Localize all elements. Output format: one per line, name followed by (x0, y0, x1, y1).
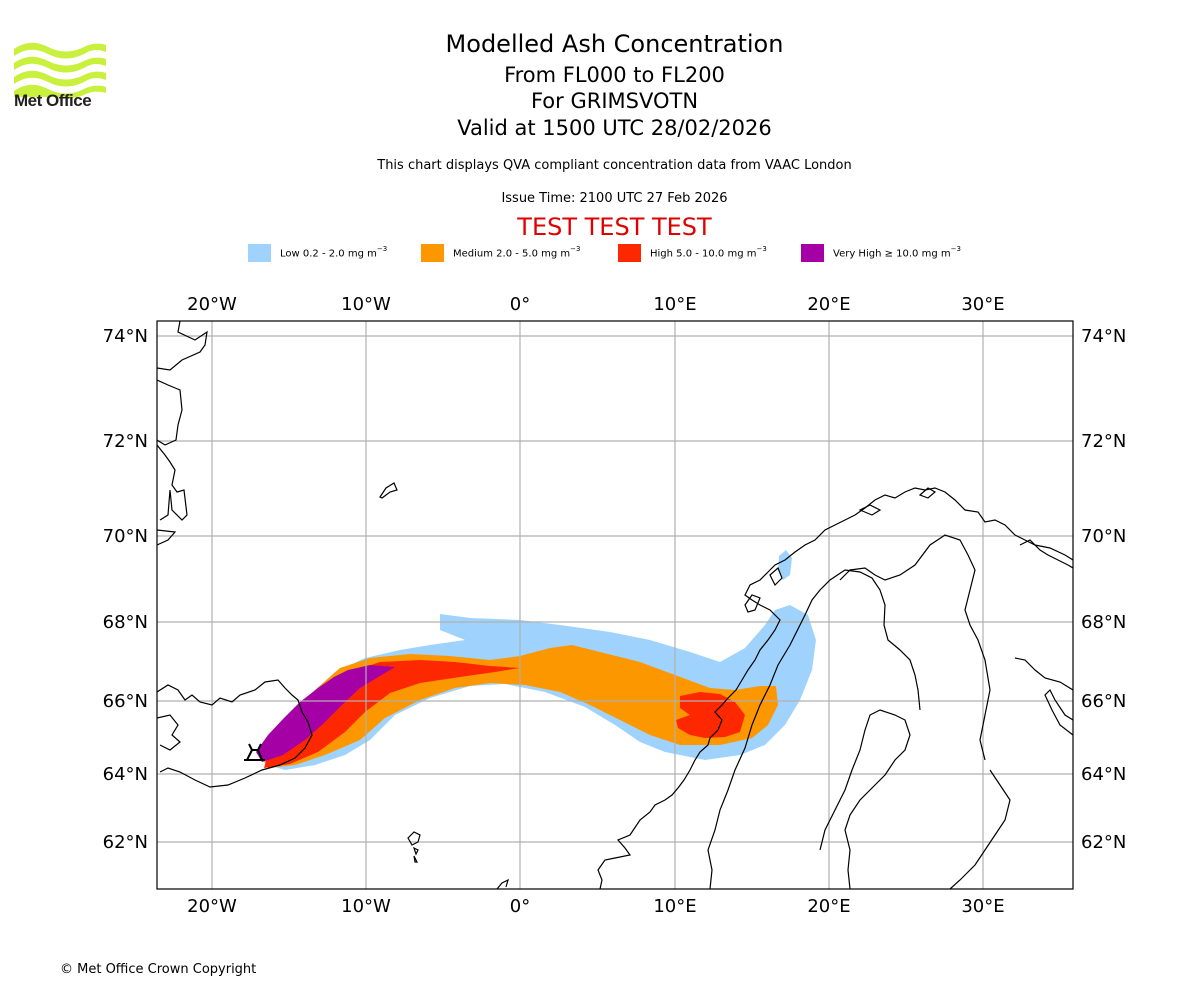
lat-label-right: 64°N (1081, 764, 1126, 785)
kola-coastline (1019, 539, 1073, 569)
gridlines (157, 321, 1073, 889)
lat-label-right: 68°N (1081, 612, 1126, 633)
lon-label-top: 10°E (653, 294, 696, 315)
volcano-icon (244, 743, 265, 761)
met-office-waves-icon (14, 42, 106, 99)
norway-islands-coastline (744, 487, 937, 613)
map-frame (156, 320, 1074, 890)
lon-label-bottom: 20°E (807, 896, 850, 917)
lon-label-top: 20°E (807, 294, 850, 315)
jan-mayen-coastline (379, 482, 398, 499)
iceland-coastline (157, 679, 313, 788)
ash-high-region-east (676, 692, 745, 738)
test-banner: TEST TEST TEST (517, 213, 712, 241)
gulf-of-bothnia-coastline (819, 709, 911, 889)
finland-coastline (949, 769, 1011, 889)
sweden-finland-border (839, 534, 991, 761)
legend-label-low: Low 0.2 - 2.0 mg m−3 (280, 245, 388, 260)
lon-label-bottom: 10°W (341, 896, 391, 917)
copyright-notice: © Met Office Crown Copyright (60, 962, 257, 977)
lon-label-top: 10°W (341, 294, 391, 315)
norway-coastline (597, 487, 1073, 889)
lat-label-left: 74°N (103, 326, 148, 347)
lon-label-bottom: 0° (510, 896, 530, 917)
lat-label-right: 66°N (1081, 691, 1126, 712)
faroe-islands-coastline (407, 831, 421, 863)
lat-label-left: 62°N (103, 832, 148, 853)
legend-swatch-high (618, 244, 641, 262)
lon-label-bottom: 30°E (961, 896, 1004, 917)
lon-label-top: 30°E (961, 294, 1004, 315)
ash-plume (256, 550, 816, 770)
lon-label-top: 0° (510, 294, 530, 315)
latitude-labels-right: 74°N 72°N 70°N 68°N 66°N 64°N 62°N (1081, 326, 1126, 853)
lat-label-left: 66°N (103, 691, 148, 712)
lat-label-right: 70°N (1081, 526, 1126, 547)
legend-swatch-very-high (801, 244, 824, 262)
volcano-name: For GRIMSVOTN (530, 89, 699, 113)
ash-very-high-region (256, 665, 395, 762)
lat-label-right: 72°N (1081, 431, 1126, 452)
lon-label-bottom: 20°W (187, 896, 237, 917)
ash-high-region (264, 660, 520, 768)
russia-coastline (1014, 657, 1073, 736)
coastlines (157, 321, 1073, 889)
shetland-coastline (496, 878, 509, 889)
legend-label-very-high: Very High ≥ 10.0 mg m−3 (833, 245, 961, 260)
lat-label-left: 68°N (103, 612, 148, 633)
valid-time: Valid at 1500 UTC 28/02/2026 (457, 116, 772, 140)
chart-title: Modelled Ash Concentration (445, 30, 784, 58)
legend-label-high: High 5.0 - 10.0 mg m−3 (650, 245, 767, 260)
lat-label-right: 74°N (1081, 326, 1126, 347)
lon-label-top: 20°W (187, 294, 237, 315)
legend-label-medium: Medium 2.0 - 5.0 mg m−3 (453, 245, 581, 260)
lon-label-bottom: 10°E (653, 896, 696, 917)
lat-label-left: 70°N (103, 526, 148, 547)
greenland-coastline (157, 321, 208, 546)
map-background (157, 321, 1073, 889)
flight-levels: From FL000 to FL200 (504, 63, 725, 87)
longitude-labels-bottom: 20°W 10°W 0° 10°E 20°E 30°E (187, 896, 1004, 917)
latitude-labels-left: 74°N 72°N 70°N 68°N 66°N 64°N 62°N (103, 326, 148, 853)
chart-description: This chart displays QVA compliant concen… (377, 158, 852, 173)
longitude-labels-top: 20°W 10°W 0° 10°E 20°E 30°E (187, 294, 1004, 315)
legend-swatch-medium (421, 244, 444, 262)
lat-label-left: 64°N (103, 764, 148, 785)
legend-swatch-low (248, 244, 271, 262)
issue-time: Issue Time: 2100 UTC 27 Feb 2026 (501, 191, 728, 206)
lat-label-left: 72°N (103, 431, 148, 452)
lat-label-right: 62°N (1081, 832, 1126, 853)
met-office-logo-text: Met Office (14, 91, 92, 110)
norway-sweden-border (707, 569, 921, 889)
